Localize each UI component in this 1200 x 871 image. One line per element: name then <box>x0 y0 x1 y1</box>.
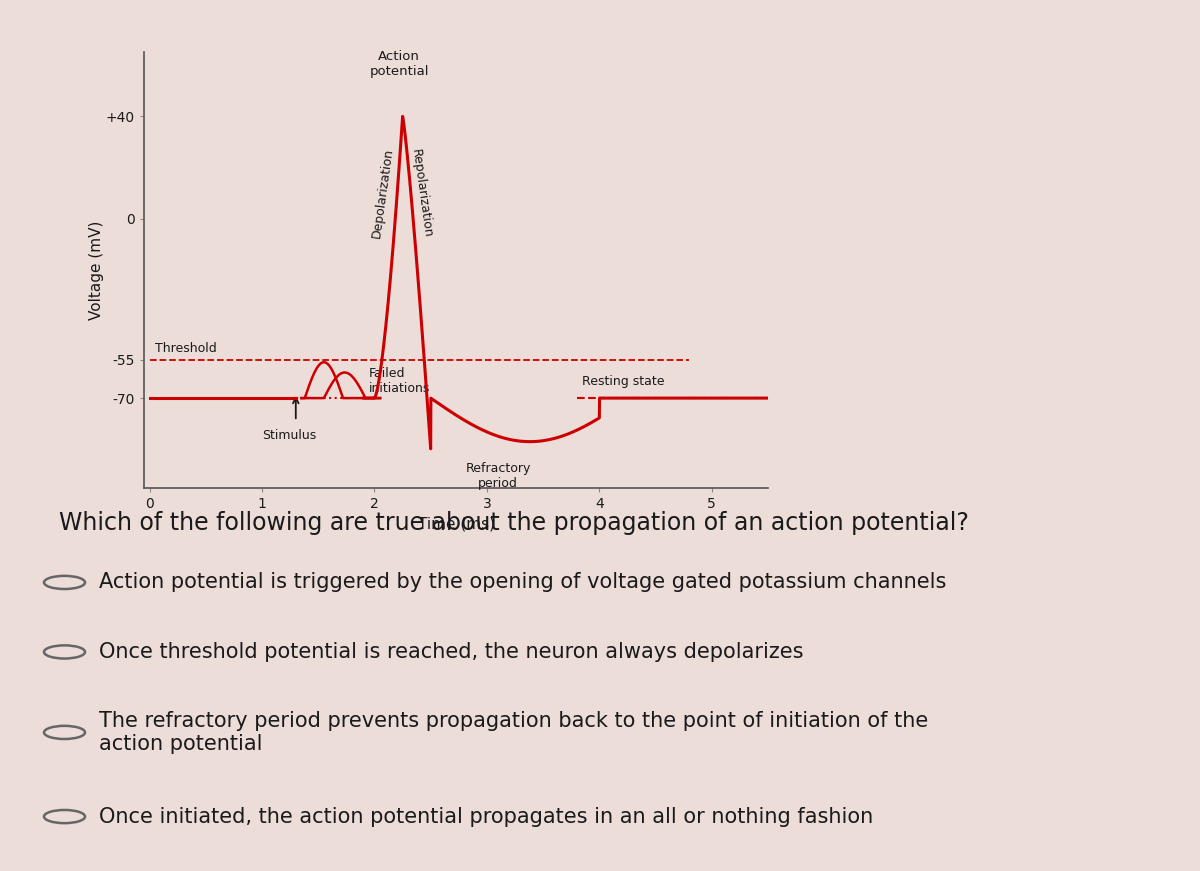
Text: Repolarization: Repolarization <box>409 148 434 239</box>
Text: Resting state: Resting state <box>582 375 665 388</box>
Text: Stimulus: Stimulus <box>262 429 317 442</box>
Text: Refractory
period: Refractory period <box>466 463 530 490</box>
Text: Failed
initiations: Failed initiations <box>368 368 431 395</box>
X-axis label: Time (ms): Time (ms) <box>418 517 494 531</box>
Text: Action
potential: Action potential <box>370 50 428 78</box>
Text: Action potential is triggered by the opening of voltage gated potassium channels: Action potential is triggered by the ope… <box>98 572 946 592</box>
Y-axis label: Voltage (mV): Voltage (mV) <box>90 220 104 320</box>
Text: Once initiated, the action potential propagates in an all or nothing fashion: Once initiated, the action potential pro… <box>98 807 872 827</box>
Text: Threshold: Threshold <box>155 341 217 354</box>
Text: Once threshold potential is reached, the neuron always depolarizes: Once threshold potential is reached, the… <box>98 642 803 662</box>
Text: Which of the following are true about the propagation of an action potential?: Which of the following are true about th… <box>59 511 968 535</box>
Text: The refractory period prevents propagation back to the point of initiation of th: The refractory period prevents propagati… <box>98 711 928 754</box>
Text: Depolarization: Depolarization <box>370 147 395 239</box>
